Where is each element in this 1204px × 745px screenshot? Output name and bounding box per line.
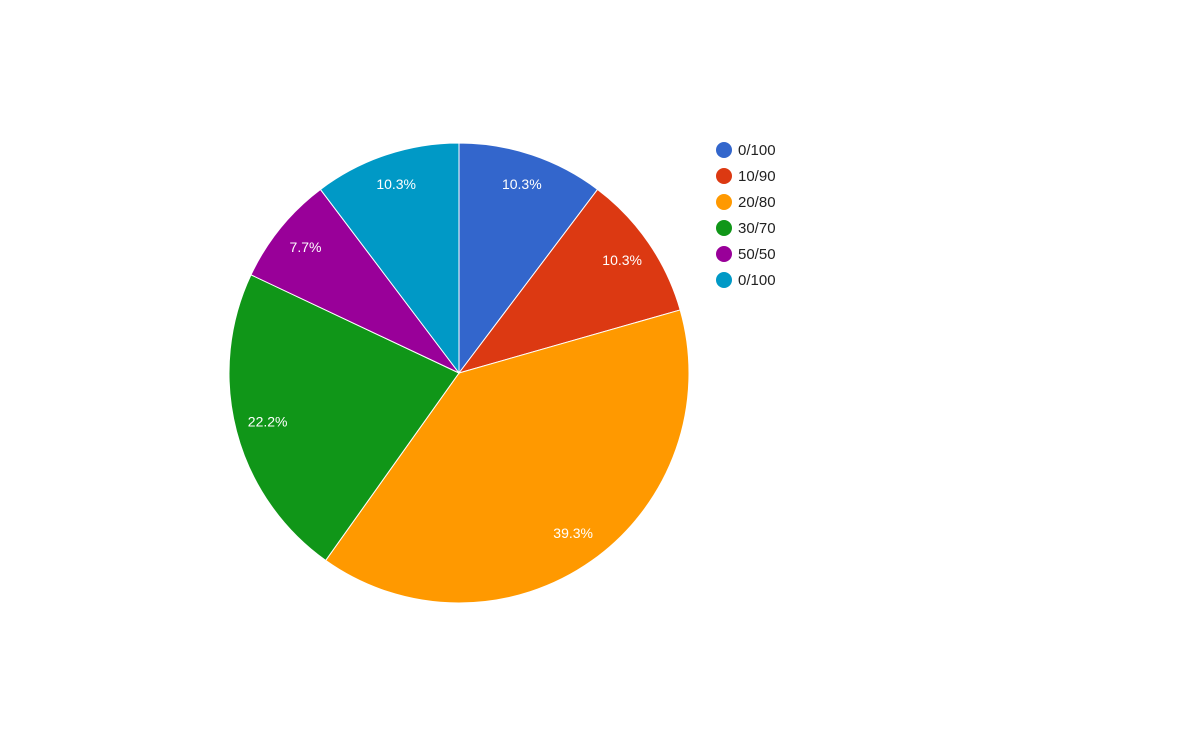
legend-label: 0/100	[738, 272, 776, 289]
legend-label: 10/90	[738, 168, 776, 185]
slice-label: 7.7%	[290, 239, 322, 255]
legend-marker	[716, 142, 732, 158]
legend-label: 30/70	[738, 220, 776, 237]
legend-marker	[716, 168, 732, 184]
legend-label: 20/80	[738, 194, 776, 211]
slice-label: 10.3%	[602, 252, 642, 268]
pie-slice	[319, 142, 460, 375]
pie-slice	[458, 142, 599, 375]
legend-marker	[716, 272, 732, 288]
slice-label: 10.3%	[502, 176, 542, 192]
slice-label: 22.2%	[248, 414, 288, 430]
pie-slice	[250, 188, 460, 374]
pie-slice	[457, 188, 681, 374]
slice-label: 39.3%	[553, 525, 593, 541]
pie-slice	[324, 309, 690, 604]
legend-marker	[716, 194, 732, 210]
legend-label: 50/50	[738, 246, 776, 263]
legend-label: 0/100	[738, 142, 776, 159]
legend-marker	[716, 246, 732, 262]
legend-marker	[716, 220, 732, 236]
slice-label: 10.3%	[376, 176, 416, 192]
